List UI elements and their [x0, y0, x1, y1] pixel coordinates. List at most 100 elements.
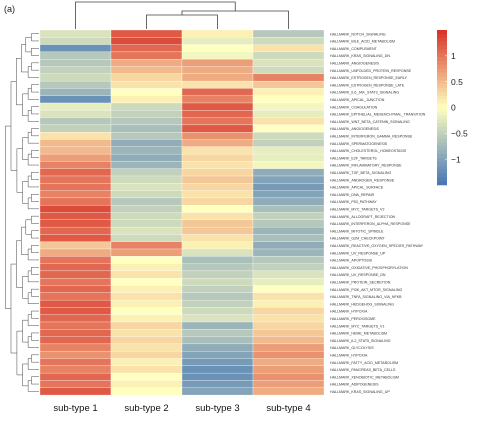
heatmap-cell: [110, 117, 183, 126]
heatmap-cell: [181, 183, 254, 191]
heatmap-cell: [110, 139, 183, 147]
heatmap-cell: [252, 372, 325, 381]
heatmap-cell: [39, 365, 112, 374]
heatmap-cell: [110, 175, 183, 184]
heatmap-cell: [39, 183, 112, 191]
color-legend: 1 0.5 0 −0.5 −1: [437, 30, 468, 186]
heatmap-cell: [252, 73, 325, 82]
heatmap-cell: [252, 59, 325, 67]
heatmap-cell: [110, 124, 183, 133]
heatmap-cell: [181, 248, 254, 257]
heatmap-cell: [39, 37, 112, 45]
heatmap-cell: [181, 146, 254, 155]
row-label: HALLMARK_INTERFERON_ALPHA_RESPONSE: [330, 222, 411, 226]
dendrogram-branch: [21, 226, 29, 255]
row-label: HALLMARK_CHOLESTEROL_HOMEOSTASIS: [330, 149, 407, 153]
heatmap-cell: [181, 124, 254, 133]
heatmap-cell: [252, 197, 325, 206]
heatmap-cell: [252, 248, 325, 257]
dendrogram-branch: [31, 230, 39, 239]
heatmap-cell: [252, 161, 325, 169]
heatmap-cell: [252, 175, 325, 184]
heatmap-cell: [181, 314, 254, 323]
heatmap-cell: [181, 59, 254, 67]
dendrogram-branch: [27, 248, 39, 261]
column-label: sub-type 4: [266, 403, 310, 414]
heatmap-cell: [252, 66, 325, 74]
row-label: HALLMARK_DNA_REPAIR: [330, 193, 374, 197]
row-label: HALLMARK_G2M_CHECKPOINT: [330, 237, 386, 241]
row-label: HALLMARK_NOTCH_SIGNALING: [330, 32, 386, 36]
row-label: HALLMARK_UV_RESPONSE_DN: [330, 273, 386, 277]
heatmap-cell: [39, 80, 112, 89]
heatmap-cell: [110, 270, 183, 279]
dendrogram-branch: [27, 175, 39, 188]
column-dendrogram: [75, 1, 289, 29]
heatmap-cell: [110, 321, 183, 330]
heatmap-cell: [39, 278, 112, 286]
heatmap-cell: [110, 380, 183, 388]
heatmap-cell: [252, 110, 325, 118]
heatmap-cell: [39, 263, 112, 272]
dendrogram-branch: [75, 1, 236, 29]
heatmap-cell: [110, 387, 183, 396]
row-label: HALLMARK_UNFOLDED_PROTEIN_RESPONSE: [330, 69, 412, 73]
legend-gradient-segment: [437, 37, 447, 42]
heatmap-cell: [110, 343, 183, 352]
heatmap-cell: [252, 29, 325, 38]
row-label: HALLMARK_APOPTOSIS: [330, 259, 373, 263]
heatmap-cell: [110, 372, 183, 381]
heatmap-cell: [252, 241, 325, 250]
dendrogram-branch: [22, 363, 29, 387]
heatmap-cell: [39, 226, 112, 235]
dendrogram-branch: [5, 125, 11, 309]
heatmap-cell: [39, 190, 112, 199]
row-label: HALLMARK_P53_PATHWAY: [330, 200, 377, 204]
heatmap-cell: [110, 102, 183, 111]
heatmap-cell: [39, 29, 112, 38]
heatmap-cell: [252, 256, 325, 264]
heatmap-cell: [181, 299, 254, 308]
heatmap-cell: [110, 161, 183, 169]
dendrogram-branch: [31, 84, 39, 93]
heatmap-cell: [39, 44, 112, 53]
heatmap-cell: [39, 66, 112, 74]
heatmap-cell: [39, 124, 112, 133]
heatmap-cell: [110, 365, 183, 374]
row-label: HALLMARK_INTERFERON_GAMMA_RESPONSE: [330, 134, 413, 138]
legend-gradient-segment: [437, 49, 447, 54]
legend-gradient-segment: [437, 111, 447, 116]
dendrogram-branch: [21, 44, 29, 73]
heatmap-cell: [181, 110, 254, 118]
row-label: HALLMARK_HEME_METABOLISM: [330, 332, 387, 336]
legend-gradient-segment: [437, 130, 447, 135]
column-label: sub-type 2: [124, 403, 168, 414]
dendrogram-branch: [31, 310, 39, 319]
heatmap-cell: [181, 29, 254, 38]
heatmap-cell: [181, 102, 254, 111]
heatmap-cell: [181, 234, 254, 242]
heatmap-cell: [181, 387, 254, 396]
heatmap-cell: [181, 212, 254, 220]
row-label: HALLMARK_HYPOXIA: [330, 310, 368, 314]
row-label: HALLMARK_ALLOGRAFT_REJECTION: [330, 215, 396, 219]
heatmap-cell: [181, 285, 254, 293]
legend-gradient-segment: [437, 177, 447, 182]
row-label: HALLMARK_WNT_BETA_CATENIN_SIGNALING: [330, 120, 410, 124]
heatmap-cell: [181, 190, 254, 199]
heatmap-cell: [181, 263, 254, 272]
heatmap-cell: [39, 59, 112, 67]
heatmap-cell: [110, 110, 183, 118]
heatmap-cell: [39, 336, 112, 345]
dendrogram-branch: [31, 215, 39, 224]
heatmap-cell: [252, 358, 325, 366]
heatmap-cell: [181, 321, 254, 330]
row-dendrogram: [5, 33, 39, 392]
heatmap-cell: [110, 314, 183, 323]
heatmap-cell: [252, 153, 325, 162]
heatmap-cell: [252, 117, 325, 126]
heatmap-cell: [252, 226, 325, 235]
dendrogram-branch: [27, 358, 39, 370]
legend-gradient-segment: [437, 169, 447, 174]
heatmap-cell: [181, 197, 254, 206]
